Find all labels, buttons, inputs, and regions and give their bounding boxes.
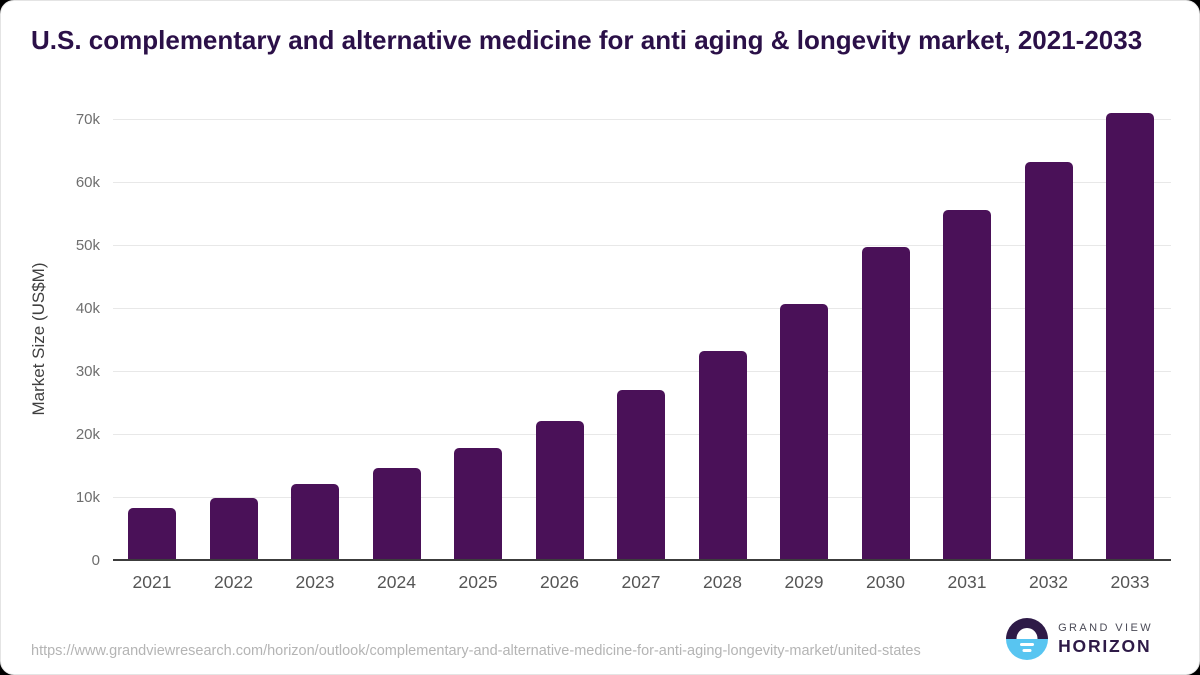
x-tick-label-2022: 2022 (214, 572, 253, 592)
y-tick-label-30k: 30k (75, 363, 100, 380)
x-tick-label-2023: 2023 (295, 572, 335, 592)
y-tick-label-10k: 10k (75, 489, 100, 506)
logo-product-name: HORIZON (1058, 635, 1152, 656)
y-tick-label-40k: 40k (75, 300, 100, 317)
gridline-40k (113, 307, 1171, 309)
x-tick-label-2024: 2024 (377, 572, 416, 592)
chart-title: U.S. complementary and alternative medic… (31, 25, 1143, 55)
logo-reflection-line (1022, 648, 1032, 652)
y-tick-label-60k: 60k (75, 174, 100, 191)
horizon-sun-icon (1006, 618, 1049, 660)
bar-2033 (1106, 112, 1154, 560)
x-tick-label-2031: 2031 (947, 572, 987, 592)
source-url: https://www.grandviewresearch.com/horizo… (31, 643, 921, 659)
bar-chart-plot-area: 0 10k 20k 30k 40k 50k 60k 70k 2021 2022 2023 2024 20… (76, 111, 1171, 592)
bar-2026 (535, 421, 584, 560)
y-axis-title: Market Size (US$M) (29, 262, 48, 416)
gridline-70k (113, 118, 1171, 120)
x-tick-label-2027: 2027 (621, 572, 661, 592)
bar-2021 (128, 508, 176, 560)
x-tick-label-2030: 2030 (866, 572, 905, 592)
bar-2031 (943, 209, 991, 560)
bar-2027 (617, 389, 665, 560)
y-tick-label-20k: 20k (75, 426, 100, 443)
x-tick-label-2026: 2026 (540, 572, 579, 592)
x-tick-label-2032: 2032 (1029, 572, 1068, 592)
bar-2023 (291, 483, 339, 560)
x-axis-line (113, 559, 1171, 561)
gridline-50k (113, 244, 1171, 246)
x-tick-label-2033: 2033 (1110, 572, 1150, 592)
y-tick-label-70k: 70k (75, 111, 100, 128)
x-tick-label-2029: 2029 (784, 572, 824, 592)
logo-dome-shape (1016, 628, 1038, 639)
grand-view-horizon-logo: GRAND VIEW HORIZON (1006, 618, 1153, 660)
logo-brand-name: GRAND VIEW (1058, 621, 1153, 634)
gridline-60k (113, 181, 1171, 183)
logo-reflection-line (1020, 643, 1035, 646)
x-tick-label-2021: 2021 (132, 572, 172, 592)
bar-2022 (209, 498, 258, 560)
bar-2025 (454, 447, 502, 560)
bar-2030 (861, 246, 910, 560)
bar-2024 (372, 468, 421, 560)
gridline-30k (113, 370, 1171, 372)
logo-text: GRAND VIEW HORIZON (1058, 622, 1153, 657)
y-tick-label-50k: 50k (75, 237, 100, 254)
y-tick-label-0: 0 (91, 552, 100, 569)
x-tick-label-2028: 2028 (703, 572, 742, 592)
bar-2028 (698, 350, 747, 560)
x-tick-label-2025: 2025 (458, 572, 498, 592)
bar-2029 (780, 304, 828, 560)
bar-2032 (1024, 162, 1073, 560)
